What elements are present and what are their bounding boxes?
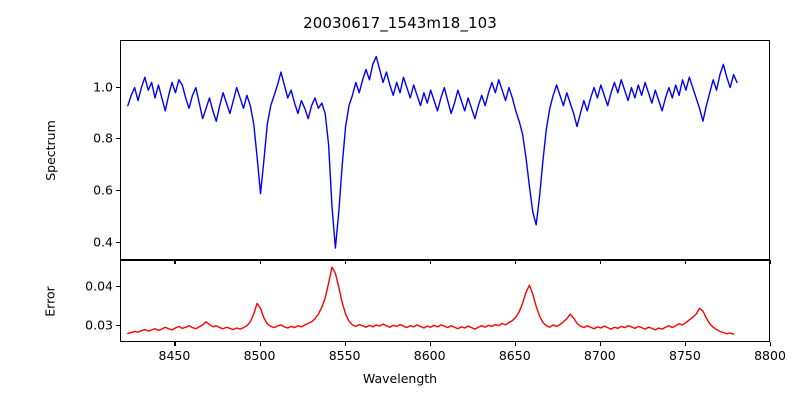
x-tickmark	[599, 342, 601, 346]
error-line-series	[127, 266, 735, 335]
x-tickmark	[770, 342, 772, 346]
spectrum-data-line	[127, 55, 738, 249]
error-data-line	[127, 266, 735, 335]
error-y-tickmark	[116, 286, 120, 288]
x-tick-label: 8450	[158, 348, 191, 363]
spectrum-line-series	[127, 55, 738, 249]
x-tickmark-upper	[429, 260, 431, 264]
x-tick-label: 8800	[754, 348, 786, 363]
x-tickmark	[259, 342, 261, 346]
x-tickmark	[174, 342, 176, 346]
spectrum-y-tickmark	[116, 138, 120, 140]
x-tick-label: 8650	[498, 348, 531, 363]
x-tickmark-upper	[770, 260, 772, 264]
x-tickmark	[429, 342, 431, 346]
figure-title: 20030617_1543m18_103	[303, 14, 497, 32]
spectrum-y-tickmark	[116, 241, 120, 244]
x-tickmark-upper	[259, 260, 261, 264]
x-tick-label: 8700	[583, 348, 616, 363]
x-tick-label: 8550	[328, 348, 361, 363]
error-y-axis-label: Error	[42, 285, 58, 317]
x-tickmark	[344, 342, 346, 346]
error-y-tick-label: 0.04	[85, 278, 113, 294]
spectrum-y-tick-label: 0.4	[93, 234, 113, 250]
x-tickmark	[514, 342, 516, 346]
error-y-tick-label: 0.03	[85, 317, 113, 333]
x-tick-label: 8600	[413, 348, 446, 363]
x-tickmark-upper	[174, 260, 176, 264]
x-tick-label: 8500	[243, 348, 276, 363]
error-y-tickmark	[116, 324, 120, 326]
spectrum-axes	[120, 40, 770, 260]
spectrum-y-tickmark	[116, 86, 120, 88]
x-tickmark	[684, 342, 687, 346]
x-axis-label: Wavelength	[362, 371, 438, 386]
spectrum-y-tick-label: 0.8	[93, 130, 113, 146]
spectrum-y-tick-label: 0.6	[93, 182, 113, 198]
spectrum-y-axis-label: Spectrum	[42, 119, 58, 181]
x-tickmark-upper	[344, 260, 346, 264]
x-tickmark-upper	[684, 260, 687, 264]
spectrum-y-tickmark	[116, 190, 120, 192]
x-tickmark-upper	[514, 260, 516, 264]
spectrum-y-tick-label: 1.0	[93, 79, 113, 95]
error-axes	[120, 260, 770, 342]
x-tick-label: 8750	[669, 348, 701, 363]
x-tickmark-upper	[599, 260, 601, 264]
